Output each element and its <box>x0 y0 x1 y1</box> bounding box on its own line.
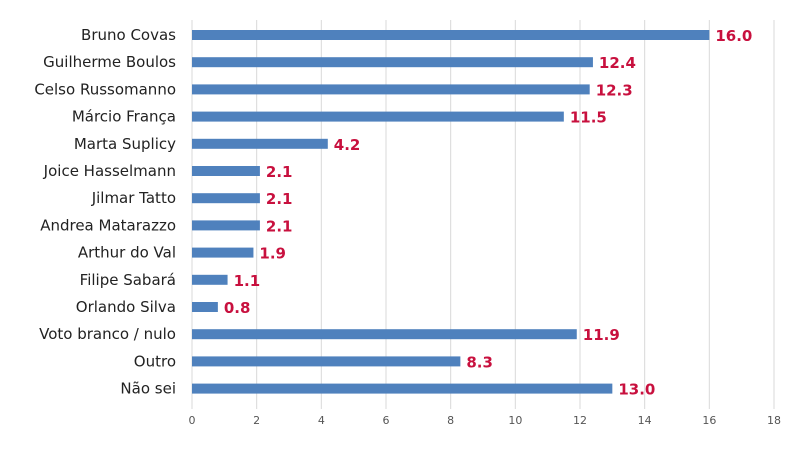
value-label: 2.1 <box>266 163 293 181</box>
category-label: Jilmar Tatto <box>91 189 176 207</box>
bar <box>192 220 260 231</box>
x-tick-label: 6 <box>383 414 390 427</box>
x-tick-label: 14 <box>638 414 652 427</box>
bar <box>192 193 260 204</box>
bar <box>192 274 228 285</box>
value-label: 4.2 <box>334 136 361 154</box>
x-tick-label: 0 <box>189 414 196 427</box>
value-label: 1.1 <box>234 272 261 290</box>
value-label: 2.1 <box>266 190 293 208</box>
bar <box>192 111 564 122</box>
category-label: Joice Hasselmann <box>43 162 176 180</box>
value-label: 11.5 <box>570 109 607 127</box>
value-label: 11.9 <box>583 326 620 344</box>
bar <box>192 329 577 340</box>
category-label: Guilherme Boulos <box>43 53 176 71</box>
value-label: 12.3 <box>596 81 633 99</box>
category-label: Não sei <box>120 380 176 398</box>
category-label: Arthur do Val <box>78 244 176 262</box>
category-label: Andrea Matarazzo <box>40 216 176 234</box>
category-label: Voto branco / nulo <box>39 325 176 343</box>
x-tick-label: 18 <box>767 414 781 427</box>
category-label: Orlando Silva <box>76 298 176 316</box>
bar <box>192 166 260 176</box>
bar <box>192 57 593 68</box>
x-tick-label: 16 <box>702 414 716 427</box>
bar <box>192 356 461 367</box>
bar <box>192 247 254 258</box>
value-label: 2.1 <box>266 217 293 235</box>
grid-lines <box>191 20 775 409</box>
category-label: Márcio França <box>72 108 176 126</box>
bar <box>192 84 590 95</box>
value-label: 1.9 <box>259 245 286 263</box>
category-label: Marta Suplicy <box>74 135 176 153</box>
category-label: Outro <box>134 352 176 370</box>
value-label: 13.0 <box>618 381 655 399</box>
x-tick-label: 8 <box>447 414 454 427</box>
x-axis-tick-labels: 0 2 4 6 8 10 12 14 16 18 <box>189 414 782 427</box>
bar <box>192 138 328 149</box>
value-labels: 16.0 12.4 12.3 11.5 4.2 2.1 2.1 2.1 1.9 1.1 0.8 11.… <box>224 27 752 399</box>
x-tick-label: 12 <box>573 414 587 427</box>
x-tick-label: 10 <box>508 414 522 427</box>
bar <box>192 383 613 394</box>
bar <box>192 302 218 312</box>
value-label: 16.0 <box>715 27 752 45</box>
x-tick-label: 4 <box>318 414 325 427</box>
value-label: 8.3 <box>466 353 493 371</box>
value-label: 12.4 <box>599 54 636 72</box>
category-label: Bruno Covas <box>81 26 176 44</box>
category-labels: Bruno Covas Guilherme Boulos Celso Russoma… <box>34 26 176 398</box>
bar <box>192 30 710 40</box>
x-tick-label: 2 <box>253 414 260 427</box>
bars <box>192 30 710 394</box>
value-label: 0.8 <box>224 299 251 317</box>
category-label: Celso Russomanno <box>34 80 176 98</box>
category-label: Filipe Sabará <box>80 271 176 289</box>
